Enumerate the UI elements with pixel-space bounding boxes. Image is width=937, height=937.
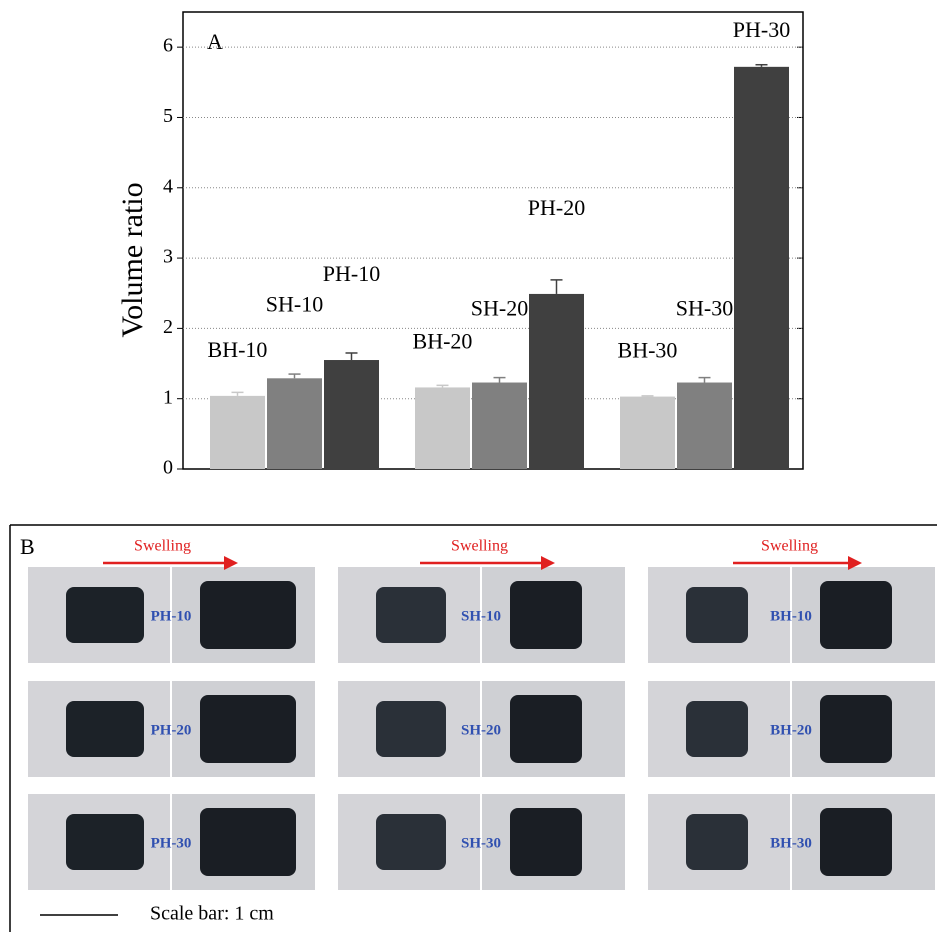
bar: [677, 383, 732, 469]
sample: [200, 808, 296, 876]
sample: [510, 581, 582, 649]
y-tick-label: 5: [163, 105, 173, 127]
arrow-text: Swelling: [761, 538, 818, 555]
bar: [267, 378, 322, 469]
y-tick-label: 2: [163, 316, 173, 338]
panel-label: A: [207, 29, 223, 54]
bar: [734, 67, 789, 469]
sample: [686, 701, 748, 757]
sample: [510, 695, 582, 763]
bar: [472, 383, 527, 469]
figure: A Volume ratio B Scale bar: 1 cm PH-10PH…: [0, 0, 937, 932]
sample: [376, 701, 446, 757]
photos: PH-10 PH-20 PH-30 SH-10 SH-20 SH-30 BH-10 BH-20…: [28, 567, 935, 890]
sample-label: BH-30: [770, 835, 812, 851]
bar-label: PH-20: [528, 195, 585, 220]
sample: [376, 814, 446, 870]
arrow-text: Swelling: [451, 538, 508, 555]
bar: [415, 387, 470, 469]
sample: [200, 581, 296, 649]
sample: [510, 808, 582, 876]
sample: [200, 695, 296, 763]
sample: [820, 695, 892, 763]
y-tick-label: 6: [163, 35, 173, 57]
scale-text: Scale bar: 1 cm: [150, 903, 274, 925]
y-tick-label: 4: [163, 175, 173, 197]
sample-label: SH-10: [461, 608, 501, 624]
bar-label: SH-20: [471, 296, 528, 321]
bar-label: BH-10: [208, 337, 268, 362]
sample: [820, 581, 892, 649]
bar: [324, 360, 379, 469]
y-axis-label: Volume ratio: [116, 182, 149, 337]
sample-label: BH-10: [770, 608, 812, 624]
bar: [620, 397, 675, 469]
y-tick-label: 0: [163, 457, 173, 479]
bar-label: SH-30: [676, 296, 733, 321]
y-tick-label: 1: [163, 386, 173, 408]
arrow-text: Swelling: [134, 538, 191, 555]
sample-label: PH-20: [151, 722, 192, 738]
bar-label: BH-20: [413, 328, 473, 353]
sample: [66, 814, 144, 870]
sample: [686, 814, 748, 870]
panel-label: B: [20, 534, 35, 559]
sample-label: SH-30: [461, 835, 501, 851]
sample-label: PH-30: [151, 835, 192, 851]
sample: [66, 587, 144, 643]
bar-label: PH-30: [733, 17, 790, 42]
y-tick-label: 3: [163, 246, 173, 268]
bar-label: PH-10: [323, 261, 380, 286]
sample: [686, 587, 748, 643]
sample-label: PH-10: [151, 608, 192, 624]
sample: [66, 701, 144, 757]
sample-label: BH-20: [770, 722, 812, 738]
sample-label: SH-20: [461, 722, 501, 738]
sample: [376, 587, 446, 643]
bar-label: SH-10: [266, 291, 323, 316]
sample: [820, 808, 892, 876]
bar-label: BH-30: [618, 338, 678, 363]
bar: [529, 294, 584, 469]
bar: [210, 396, 265, 469]
